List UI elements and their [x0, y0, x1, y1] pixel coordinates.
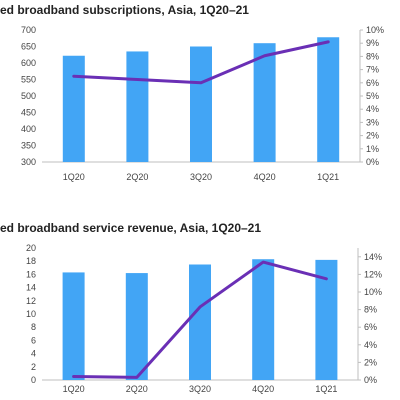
left-tick-label-subscriptions: 300: [21, 157, 36, 167]
right-tick-label-revenue: 10%: [364, 287, 382, 297]
right-tick-label-subscriptions: 6%: [366, 78, 379, 88]
x-tick-label-revenue: 4Q20: [252, 384, 274, 394]
left-tick-label-revenue: 18: [26, 256, 36, 266]
left-tick-label-subscriptions: 500: [21, 91, 36, 101]
left-tick-label-subscriptions: 650: [21, 42, 36, 52]
chart-title-revenue: ed broadband service revenue, Asia, 1Q20…: [0, 221, 262, 235]
bar-revenue: [62, 272, 85, 380]
right-tick-label-subscriptions: 4%: [366, 104, 379, 114]
right-tick-label-subscriptions: 2%: [366, 131, 379, 141]
left-tick-label-revenue: 6: [31, 335, 36, 345]
bar-revenue: [125, 273, 148, 380]
left-tick-label-revenue: 12: [26, 296, 36, 306]
x-tick-label-revenue: 3Q20: [189, 384, 211, 394]
right-tick-label-subscriptions: 9%: [366, 38, 379, 48]
bar-revenue: [252, 259, 275, 380]
x-tick-label-subscriptions: 1Q21: [317, 172, 339, 182]
x-tick-label-subscriptions: 3Q20: [190, 172, 212, 182]
right-tick-label-revenue: 8%: [364, 305, 377, 315]
x-tick-label-revenue: 2Q20: [126, 384, 148, 394]
left-tick-label-revenue: 14: [26, 283, 36, 293]
x-tick-label-subscriptions: 1Q20: [63, 172, 85, 182]
x-tick-label-revenue: 1Q21: [315, 384, 337, 394]
left-tick-label-subscriptions: 550: [21, 75, 36, 85]
left-tick-label-revenue: 20: [26, 243, 36, 253]
right-tick-label-subscriptions: 1%: [366, 144, 379, 154]
chart-title-subscriptions: ed broadband subscriptions, Asia, 1Q20–2…: [0, 3, 249, 17]
right-tick-label-revenue: 14%: [364, 252, 382, 262]
left-tick-label-revenue: 2: [31, 362, 36, 372]
right-tick-label-revenue: 2%: [364, 357, 377, 367]
right-tick-label-revenue: 6%: [364, 322, 377, 332]
right-tick-label-subscriptions: 3%: [366, 117, 379, 127]
right-tick-label-revenue: 0%: [364, 375, 377, 385]
right-tick-label-subscriptions: 5%: [366, 91, 379, 101]
left-tick-label-revenue: 8: [31, 322, 36, 332]
left-tick-label-subscriptions: 350: [21, 141, 36, 151]
left-tick-label-subscriptions: 700: [21, 25, 36, 35]
bar-subscriptions: [317, 37, 340, 163]
bar-subscriptions: [62, 55, 85, 162]
left-tick-label-subscriptions: 400: [21, 124, 36, 134]
left-tick-label-revenue: 4: [31, 349, 36, 359]
right-tick-label-subscriptions: 7%: [366, 65, 379, 75]
right-tick-label-revenue: 4%: [364, 340, 377, 350]
x-tick-label-subscriptions: 4Q20: [254, 172, 276, 182]
right-tick-label-subscriptions: 8%: [366, 51, 379, 61]
left-tick-label-revenue: 10: [26, 309, 36, 319]
bar-revenue: [315, 259, 338, 380]
chart-subscriptions: 300 350 400 450 500 550 600 650 700 0% 1% 2% 3% 4% 5% 6…: [21, 25, 384, 182]
left-tick-label-subscriptions: 600: [21, 58, 36, 68]
left-tick-label-subscriptions: 450: [21, 108, 36, 118]
right-tick-label-subscriptions: 10%: [366, 25, 384, 35]
bar-revenue: [189, 264, 211, 380]
right-tick-label-revenue: 12%: [364, 269, 382, 279]
right-tick-label-subscriptions: 0%: [366, 157, 379, 167]
left-tick-label-revenue: 16: [26, 269, 36, 279]
bar-subscriptions: [253, 43, 276, 163]
bar-subscriptions: [190, 46, 212, 162]
x-tick-label-revenue: 1Q20: [63, 384, 85, 394]
x-tick-label-subscriptions: 2Q20: [126, 172, 148, 182]
left-tick-label-revenue: 0: [31, 375, 36, 385]
